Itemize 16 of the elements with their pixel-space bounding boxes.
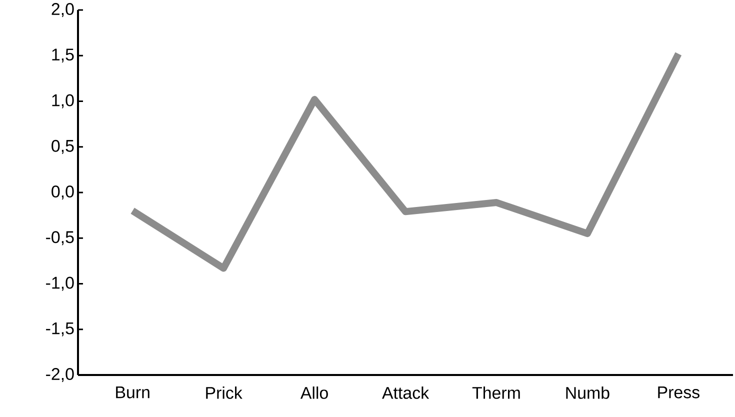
- y-tick-label: 0,5: [52, 140, 74, 154]
- y-tick-label: -2,0: [46, 368, 74, 382]
- x-tick-label: Prick: [206, 386, 242, 399]
- x-tick-label: Therm: [472, 386, 520, 399]
- y-tick-label: -0,5: [46, 231, 74, 246]
- x-tick-label: Numb: [566, 386, 610, 399]
- y-tick-label: 2,0: [52, 3, 74, 17]
- y-tick-label: 1,5: [52, 48, 74, 63]
- x-tick-label: Burn: [116, 386, 150, 398]
- x-tick-label: Allo: [300, 386, 328, 399]
- y-tick-label: -1,0: [46, 276, 74, 291]
- y-tick-label: -1,5: [46, 322, 74, 336]
- y-tick-label: 0,0: [52, 186, 74, 200]
- x-tick-label: Attack: [382, 386, 430, 399]
- y-tick-label: 1,0: [52, 94, 74, 108]
- x-tick-label: Press: [658, 386, 700, 398]
